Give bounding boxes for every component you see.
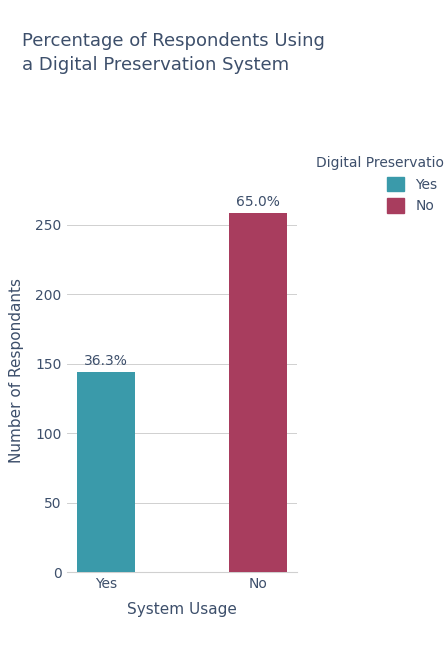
Text: 36.3%: 36.3%	[84, 354, 128, 368]
Y-axis label: Number of Respondants: Number of Respondants	[9, 278, 24, 463]
Bar	[77, 372, 135, 572]
Text: Percentage of Respondents Using
a Digital Preservation System: Percentage of Respondents Using a Digita…	[22, 32, 325, 74]
Text: 65.0%: 65.0%	[236, 195, 280, 209]
X-axis label: System Usage: System Usage	[127, 602, 237, 617]
Bar	[229, 213, 287, 572]
Legend: Yes, No: Yes, No	[316, 156, 444, 213]
